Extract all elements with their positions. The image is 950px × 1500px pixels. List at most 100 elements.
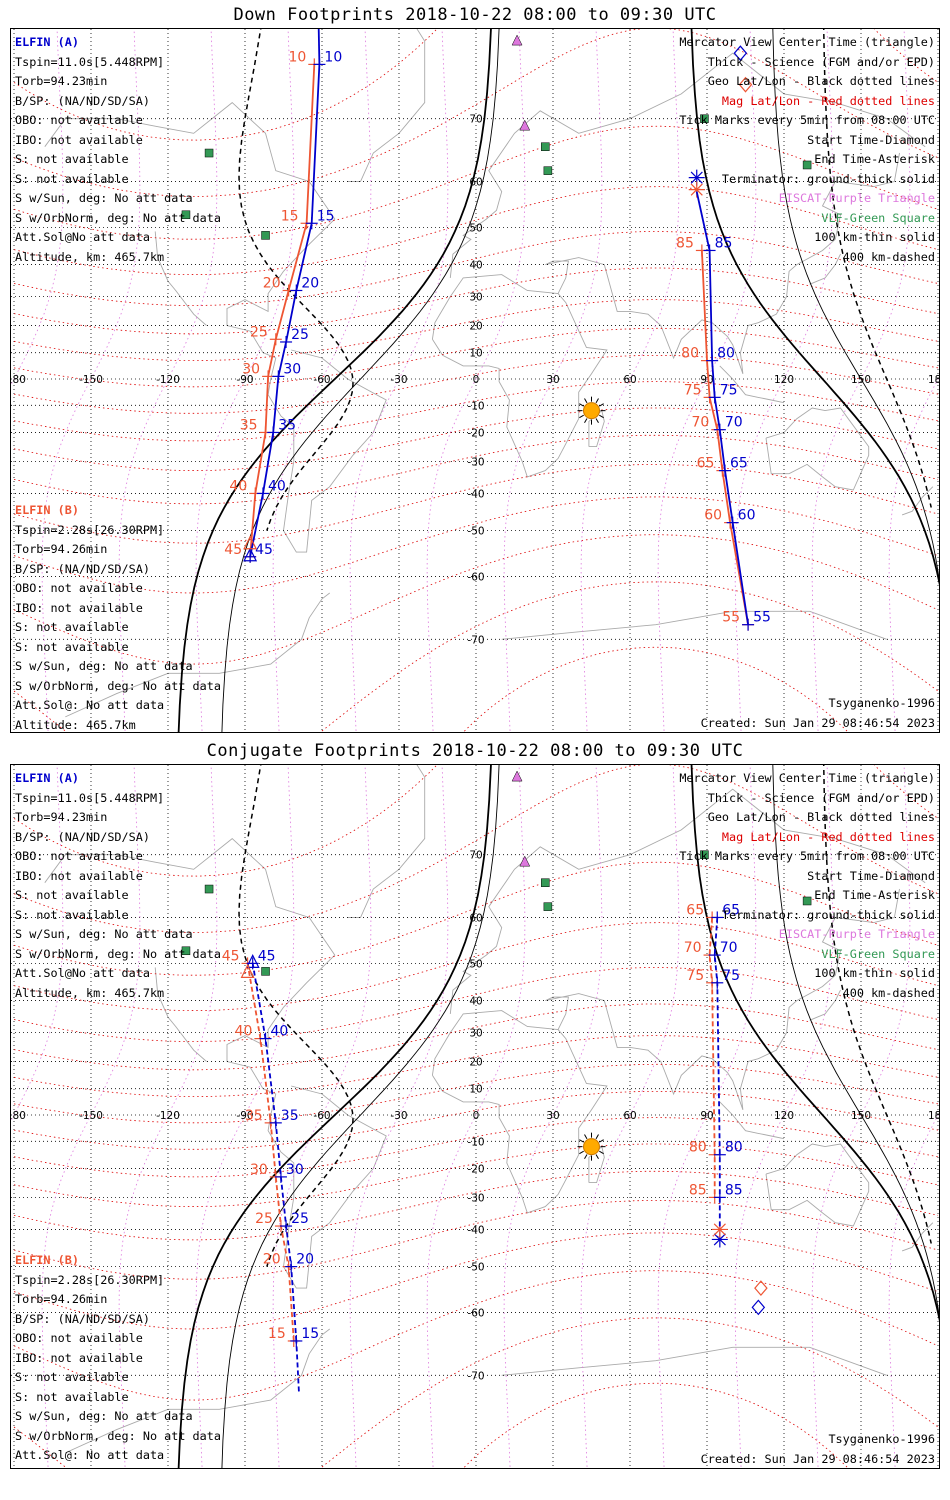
elfin-a-line: Tspin=11.0s[5.448RPM] <box>15 54 165 69</box>
lat-tick-label: -60 <box>467 572 484 584</box>
mag-parallel <box>13 496 939 594</box>
legend-item: Start Time-Diamond <box>807 132 935 147</box>
lon-tick-label: -180 <box>11 374 26 386</box>
center-time-triangle <box>245 954 260 968</box>
eiscat-site-triangle <box>511 34 523 46</box>
elfin-a-line: S: not available <box>15 152 129 166</box>
lon-tick-label: 120 <box>774 1110 794 1122</box>
elfin-a-line: OBO: not available <box>15 849 143 863</box>
lat-tick-label: 40 <box>469 260 482 272</box>
terminator-100km <box>221 29 500 732</box>
vlf-site-square <box>541 142 550 151</box>
lon-tick-label: 150 <box>851 374 871 386</box>
elfin-a-track-minute-label: 10 <box>324 49 342 65</box>
elfin-b-line: B/SP: (NA/ND/SD/SA) <box>15 561 150 576</box>
vlf-site-square <box>181 210 191 220</box>
elfin-a-track-minute-label: 30 <box>286 1162 304 1178</box>
mag-meridian <box>349 29 449 732</box>
start-time-diamond <box>733 45 748 62</box>
elfin-a-line: Torb=94.23min <box>15 810 108 824</box>
vlf-site-square <box>204 148 214 158</box>
elfin-a-line: S: not available <box>15 907 129 922</box>
elfin-b-line: Torb=94.26min <box>15 1292 108 1306</box>
lon-tick-label: -30 <box>390 1110 407 1122</box>
mag-meridian <box>426 765 526 1468</box>
legend-item: Mercator View Center Time (triangle) <box>679 771 935 785</box>
lat-tick-label: -50 <box>467 526 484 538</box>
mag-meridian <box>272 765 372 1468</box>
legend-item: 100 km-thin solid <box>814 966 935 980</box>
sun-ray <box>595 418 599 424</box>
legend-item: 100 km-thin solid <box>814 230 935 244</box>
vlf-site-square <box>700 850 709 859</box>
coastline <box>449 788 926 1014</box>
coastline <box>65 1328 330 1454</box>
terminator-400km <box>822 765 932 1244</box>
sun-ray <box>584 1134 588 1140</box>
elfin-a-line: OBO: not available <box>15 113 143 127</box>
elfin-a-track-minute-label: 85 <box>715 235 733 251</box>
elfin-a-line: Att.Sol@No att data <box>15 230 150 244</box>
terminator-100km <box>772 765 939 1318</box>
elfin-a-line: B/SP: (NA/ND/SD/SA) <box>15 829 150 844</box>
lat-tick-label: -30 <box>467 456 484 468</box>
mag-meridian <box>195 765 295 1468</box>
mag-parallel <box>13 1170 939 1241</box>
mag-meridian <box>41 29 141 732</box>
elfin-b-line: Torb=94.26min <box>15 542 108 556</box>
mag-parallel <box>13 1270 939 1401</box>
sun-ray <box>599 414 604 419</box>
elfin-b-track-minute-label: 10 <box>288 49 306 65</box>
elfin-a-track-minute-label: 45 <box>258 948 276 964</box>
panel-title-conjugate: Conjugate Footprints 2018-10-22 08:00 to… <box>206 741 744 761</box>
start-time-diamond <box>754 1280 768 1297</box>
sun-ray <box>579 403 584 407</box>
end-time-asterisk <box>713 1223 726 1236</box>
legend-item: VLF-Green Square <box>821 210 935 225</box>
coastline <box>588 1145 605 1184</box>
legend-item: Thick - Science (FGM and/or EPD) <box>707 54 935 69</box>
elfin-a-track-minute-label: 80 <box>717 346 735 362</box>
lat-tick-label: -70 <box>467 1370 484 1382</box>
mag-meridian <box>426 29 526 732</box>
elfin-b-line: Tspin=2.28s[26.30RPM] <box>15 1272 165 1287</box>
coastline <box>809 989 841 1021</box>
lat-tick-label: 50 <box>469 958 482 970</box>
elfin-a-track-minute-label: 75 <box>720 382 738 398</box>
elfin-b-track-minute-label: 70 <box>691 415 709 431</box>
coastline <box>765 407 870 491</box>
elfin-a-lines: Tspin=11.0s[5.448RPM] Torb=94.23min B/SP: … <box>15 53 221 268</box>
vlf-site-square <box>261 231 270 240</box>
lat-tick-label: 10 <box>469 1084 482 1096</box>
legend-item: Start Time-Diamond <box>807 868 935 883</box>
coastline <box>765 1143 870 1227</box>
sun-ray <box>584 418 588 424</box>
down-footprints-map: -180 -150 -120 -90 -60 -30 0 30 60 90 120 150 180 -70… <box>10 28 940 733</box>
lon-tick-label: 180 <box>928 374 940 386</box>
elfin-a-track-minute-label: 25 <box>291 1211 309 1227</box>
elfin-a-track-minute-label: 40 <box>268 478 286 494</box>
elfin-b-track <box>246 963 295 1342</box>
lon-tick-label: 60 <box>623 374 636 386</box>
lon-tick-label: 180 <box>928 1110 940 1122</box>
mag-meridian <box>888 1112 939 1468</box>
elfin-a-line: S: not available <box>15 171 129 186</box>
lon-tick-label: -90 <box>236 374 253 386</box>
lat-tick-label: 30 <box>469 292 482 304</box>
elfin-b-track-minute-label: 85 <box>676 235 694 251</box>
elfin-b-track-minute-label: 15 <box>268 1326 286 1342</box>
elfin-b-track-minute-label: 70 <box>684 940 702 956</box>
elfin-b-line: S w/OrbNorm, deg: No att data <box>15 1428 221 1443</box>
mag-parallel <box>13 231 939 306</box>
legend-item: Terminator: ground-thick solid <box>721 171 935 186</box>
mag-meridian <box>195 29 295 732</box>
elfin-a-info: ELFIN (A) Tspin=11.0s[5.448RPM] Torb=94.2… <box>15 33 221 267</box>
elfin-b-track-minute-label: 40 <box>235 1024 253 1040</box>
elfin-b-header: ELFIN (B) <box>15 503 79 517</box>
coastline <box>154 967 207 1062</box>
lon-tick-label: -60 <box>313 374 330 386</box>
end-time-asterisk <box>690 183 703 196</box>
coastline <box>431 274 608 478</box>
elfin-b-track <box>249 64 316 557</box>
elfin-a-track-minute-label: 40 <box>271 1024 289 1040</box>
